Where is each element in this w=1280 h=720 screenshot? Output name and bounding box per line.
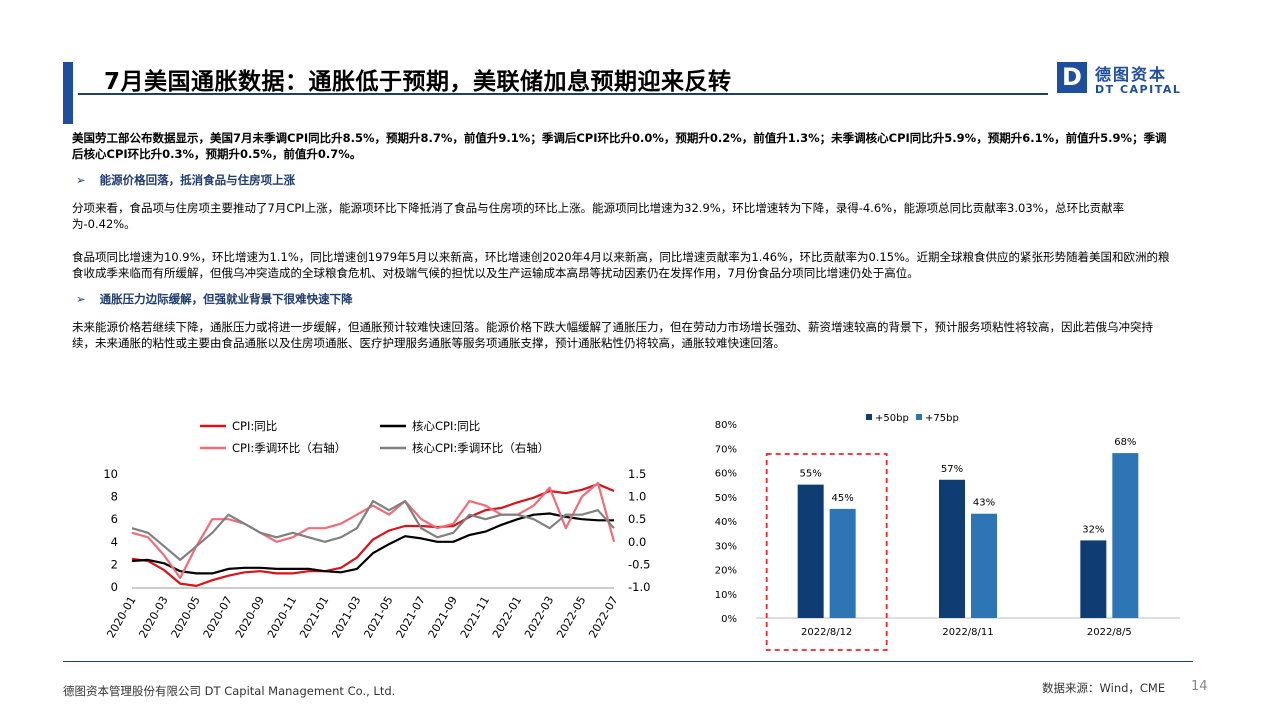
- y-tick-label-left: 0: [111, 580, 118, 594]
- y-tick-label-left: 2: [111, 557, 118, 571]
- cpi-line-chart: CPI:同比 核心CPI:同比 CPI:季调环比（右轴） 核心CPI:季调环比（右轴）…: [103, 419, 650, 640]
- x-tick-label: 2021-03: [329, 594, 363, 640]
- series-line: [131, 481, 616, 580]
- y-tick-label: 40%: [715, 517, 737, 528]
- bar: [829, 508, 856, 618]
- bar-value-label: 32%: [1082, 524, 1104, 535]
- y-tick-label: 0%: [721, 614, 737, 625]
- intro-paragraph: 美国劳工部公布数据显示，美国7月未季调CPI同比升8.5%，预期升8.7%，前值…: [72, 131, 1167, 161]
- paragraph-energy: 分项来看，食品项与住房项主要推动了7月CPI上涨，能源项环比下降抵消了食品与住房…: [72, 201, 1125, 231]
- section-title: 能源价格回落，抵消食品与住房项上涨: [99, 173, 296, 187]
- y-tick-label-right: 0.0: [628, 535, 646, 549]
- legend-label: +75bp: [925, 413, 959, 424]
- paragraph-outlook: 未来能源价格若继续下降，通胀压力或将进一步缓解，但通胀预计较难快速回落。能源价格…: [72, 320, 1153, 350]
- body-content: 美国劳工部公布数据显示，美国7月未季调CPI同比升8.5%，预期升8.7%，前值…: [72, 130, 1172, 361]
- logo-cn-text: 德图资本: [1095, 65, 1168, 84]
- y-tick-label: 50%: [715, 493, 737, 504]
- x-tick-label: 2021-11: [458, 594, 492, 640]
- data-source: 数据来源：Wind，CME: [1042, 681, 1166, 695]
- x-tick-label: 2022-05: [554, 594, 588, 640]
- section-title: 通胀压力边际缓解，但强就业背景下很难快速下降: [99, 292, 353, 306]
- x-tick-label: 2020-01: [104, 594, 138, 640]
- x-tick-label: 2022-03: [522, 594, 556, 640]
- x-tick-label: 2021-01: [297, 594, 331, 640]
- y-tick-label-right: 0.5: [628, 512, 646, 526]
- highlight-box: [765, 453, 888, 651]
- legend-swatch: [916, 414, 922, 420]
- x-tick-label: 2020-07: [201, 594, 235, 640]
- x-tick-label: 2022/8/5: [1087, 627, 1132, 638]
- x-tick-label: 2020-03: [136, 594, 170, 640]
- x-tick-label: 2021-07: [394, 594, 428, 640]
- series-line: [131, 499, 615, 561]
- footer-company: 德图资本管理股份有限公司 DT Capital Management Co., …: [63, 684, 396, 698]
- bar-value-label: 45%: [832, 493, 854, 504]
- section-heading-energy: ➢ 能源价格回落，抵消食品与住房项上涨: [72, 172, 1172, 188]
- y-tick-label-left: 6: [111, 512, 118, 526]
- y-tick-label-left: 10: [103, 467, 118, 481]
- legend-swatch: [866, 414, 872, 420]
- paragraph-food: 食品项同比增速为10.9%，环比增速为1.1%，同比增速创1979年5月以来新高…: [72, 250, 1170, 280]
- legend-label: CPI:同比: [232, 419, 277, 433]
- x-tick-label: 2022/8/12: [801, 627, 852, 638]
- title-accent-bar: [63, 62, 73, 124]
- logo-mark: D: [1057, 62, 1087, 93]
- y-tick-label: 10%: [715, 590, 737, 601]
- legend-label: +50bp: [875, 413, 909, 424]
- x-tick-label: 2021-05: [361, 594, 395, 640]
- series-line: [131, 512, 614, 575]
- bar-value-label: 57%: [941, 464, 963, 475]
- legend-label: CPI:季调环比（右轴）: [232, 441, 346, 455]
- y-tick-label-right: -0.5: [628, 557, 650, 571]
- page-title: 7月美国通胀数据：通胀低于预期，美联储加息预期迎来反转: [104, 69, 732, 95]
- y-tick-label-right: 1.0: [628, 490, 646, 504]
- logo-en-text: DT CAPITAL: [1095, 83, 1182, 96]
- x-tick-label: 2020-09: [233, 594, 267, 640]
- x-tick-label: 2022-07: [586, 594, 620, 640]
- y-tick-label-right: 1.5: [628, 467, 646, 481]
- y-tick-label-left: 8: [111, 490, 118, 504]
- footer-divider: [63, 661, 1193, 662]
- y-tick-label-left: 4: [111, 535, 118, 549]
- title-underline: [78, 93, 1048, 95]
- x-tick-label: 2022-01: [490, 594, 524, 640]
- bar: [939, 479, 965, 618]
- legend-label: 核心CPI:季调环比（右轴）: [412, 441, 549, 455]
- rate-hike-bar-chart: +50bp +75bp 0% 10% 20% 30% 40% 50% 60% 70% 80% 2022…: [715, 413, 1180, 651]
- arrow-bullet-icon: ➢: [76, 173, 86, 187]
- y-tick-label: 70%: [715, 444, 737, 455]
- bar-value-label: 68%: [1114, 437, 1136, 448]
- bar: [797, 484, 824, 618]
- section-heading-pressure: ➢ 通胀压力边际缓解，但强就业背景下很难快速下降: [72, 291, 1172, 307]
- y-tick-label: 20%: [715, 566, 737, 577]
- bar-value-label: 43%: [973, 498, 995, 509]
- y-tick-label: 60%: [715, 469, 737, 480]
- x-tick-label: 2022/8/11: [942, 627, 993, 638]
- bar: [1080, 540, 1107, 618]
- x-tick-label: 2020-05: [169, 594, 203, 640]
- x-tick-label: 2021-09: [426, 594, 460, 640]
- y-tick-label: 80%: [715, 420, 737, 431]
- bar-value-label: 55%: [800, 469, 822, 480]
- y-tick-label: 30%: [715, 541, 737, 552]
- series-line: [131, 483, 615, 587]
- bar: [1112, 453, 1139, 618]
- page-number: 14: [1191, 679, 1208, 694]
- x-tick-label: 2020-11: [265, 594, 299, 640]
- legend-label: 核心CPI:同比: [412, 419, 480, 433]
- y-tick-label-right: -1.0: [628, 580, 650, 594]
- arrow-bullet-icon: ➢: [76, 292, 86, 306]
- bar: [971, 513, 997, 618]
